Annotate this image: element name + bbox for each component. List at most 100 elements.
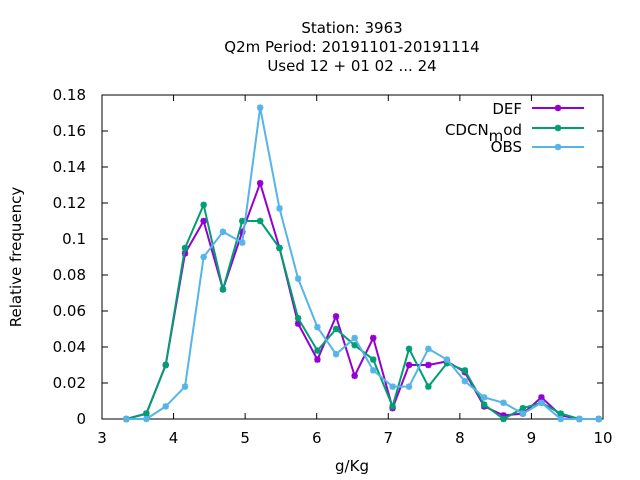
x-tick-label: 4 <box>169 429 179 447</box>
chart-title-line-3: Used 12 + 01 02 ... 24 <box>267 57 436 75</box>
series-obs-point-d2 <box>461 378 468 385</box>
series-obs-point-d2 <box>257 104 264 111</box>
series-cdcn-mod-point-d2 <box>314 347 321 354</box>
series-obs-point <box>276 205 283 212</box>
series-cdcn-mod-point-d2 <box>461 367 468 374</box>
legend-swatch-def <box>532 104 584 112</box>
series-cdcn-mod-point-d2 <box>332 325 340 333</box>
series-obs-point <box>389 383 396 390</box>
series-def-point-d2 <box>538 394 545 401</box>
series-obs-point-d2 <box>405 383 413 390</box>
series-cdcn-mod-point-d2 <box>519 405 526 412</box>
series-obs-point-d2 <box>576 415 583 423</box>
series-obs-point <box>443 356 451 363</box>
series-cdcn-mod-point <box>370 356 377 363</box>
series-cdcn-mod-point-d2 <box>500 415 507 423</box>
series-def <box>123 180 602 423</box>
series-cdcn-mod-point-d2 <box>557 410 564 417</box>
plot-frame <box>101 94 604 420</box>
series-obs-point-d2 <box>162 403 169 410</box>
series-def-point-d2 <box>351 372 358 379</box>
legend: DEF CDCNmod OBS <box>445 100 584 156</box>
series-obs-point-d2 <box>519 410 526 417</box>
axis-ticks <box>101 94 604 420</box>
y-tick-label: 0.04 <box>53 338 86 356</box>
series-cdcn-mod-point <box>519 405 527 412</box>
series-obs-point <box>461 378 469 385</box>
series-obs-point-d2 <box>443 356 451 363</box>
series-def-point-d2 <box>314 356 321 363</box>
legend-swatch-cdcn-mod-point <box>554 124 562 132</box>
series-cdcn-mod-point <box>557 410 564 417</box>
series-obs-point <box>576 415 583 423</box>
series-cdcn-mod-point-d2 <box>405 345 413 352</box>
series-cdcn-mod-point-d2 <box>200 201 207 208</box>
series-cdcn-mod-point-d2 <box>351 342 358 349</box>
series-obs-point <box>370 367 377 374</box>
y-axis-title: Relative frequency <box>7 187 25 328</box>
series-obs-point <box>181 383 189 390</box>
series-obs-point-d2 <box>351 334 358 342</box>
series-obs-point <box>405 383 413 390</box>
series-obs-point-d2 <box>123 415 130 423</box>
legend-swatch-obs-point-d2 <box>554 143 562 151</box>
series-cdcn-mod-point-d2 <box>143 410 150 417</box>
y-tick-label: 0.1 <box>62 230 86 248</box>
series-obs-point-d2 <box>389 383 396 390</box>
series-def-point-d2 <box>405 361 413 369</box>
series-def-point-d2 <box>200 217 207 225</box>
series-cdcn-mod-point-d2 <box>257 217 264 225</box>
series-obs-line <box>126 106 599 420</box>
legend-swatch-cdcn-mod <box>532 124 584 132</box>
legend-swatch-def-point <box>554 104 562 112</box>
series-obs-point-d2 <box>239 239 246 246</box>
series-def-point <box>200 217 207 225</box>
series-obs-point-d2 <box>294 275 302 282</box>
y-tick-label: 0.16 <box>53 122 86 140</box>
y-tick-label: 0.12 <box>53 194 86 212</box>
x-tick-label: 5 <box>240 429 250 447</box>
y-tick-label: 0.02 <box>53 374 86 392</box>
series-obs-point-d2 <box>425 345 432 352</box>
series-obs-point <box>314 324 321 331</box>
series-obs-point <box>480 394 488 401</box>
series-cdcn-mod-point-d2 <box>481 401 488 408</box>
series-cdcn-mod-point <box>425 383 432 390</box>
legend-swatch-obs-point <box>554 143 562 151</box>
series-obs-point <box>538 399 545 406</box>
series-obs-point <box>557 415 564 423</box>
series-obs-point-d2 <box>314 324 321 331</box>
series-obs-point-d2 <box>181 383 189 390</box>
series-cdcn-mod-point <box>461 367 469 374</box>
series-obs-point <box>162 403 169 410</box>
x-tick-label: 10 <box>593 429 612 447</box>
series-cdcn-mod-point-d2 <box>219 286 227 293</box>
series-def-point <box>332 313 340 320</box>
y-tick-label: 0.06 <box>53 302 86 320</box>
series-cdcn-mod-point <box>181 244 189 252</box>
y-tick-label: 0.18 <box>53 86 86 104</box>
x-axis-title: g/Kg <box>335 457 369 475</box>
x-tick-label: 9 <box>527 429 537 447</box>
legend-label-obs: OBS <box>491 138 522 156</box>
series-cdcn-mod-point <box>500 415 507 423</box>
series-obs-point-d2 <box>595 415 602 423</box>
series-obs-point-d2 <box>200 253 207 261</box>
series-obs-point <box>256 104 264 111</box>
series-cdcn-mod-point-d2 <box>181 244 189 252</box>
series-obs-point <box>332 351 340 358</box>
chart-title-line-2: Q2m Period: 20191101-20191114 <box>224 38 479 56</box>
series-cdcn-mod-point <box>480 401 488 408</box>
series-obs-point-d2 <box>332 351 340 358</box>
series-obs-point <box>123 415 130 423</box>
series-obs-point-d2 <box>143 415 150 423</box>
legend-swatch-obs <box>532 143 584 151</box>
y-tick-label: 0.08 <box>53 266 86 284</box>
tick-labels: 3 4 5 6 7 8 9 10 0 0.02 0.04 0.06 0.08 0.1 0.12 0.14 0.1… <box>53 86 613 447</box>
legend-swatch-cdcn-mod-point-d2 <box>554 124 562 132</box>
series-cdcn-mod-point-d2 <box>239 217 246 225</box>
legend-label-cdcn-mod: CDCNmod <box>445 121 522 145</box>
series-obs-point <box>294 275 302 282</box>
chart-title-line-1: Station: 3963 <box>301 19 402 37</box>
